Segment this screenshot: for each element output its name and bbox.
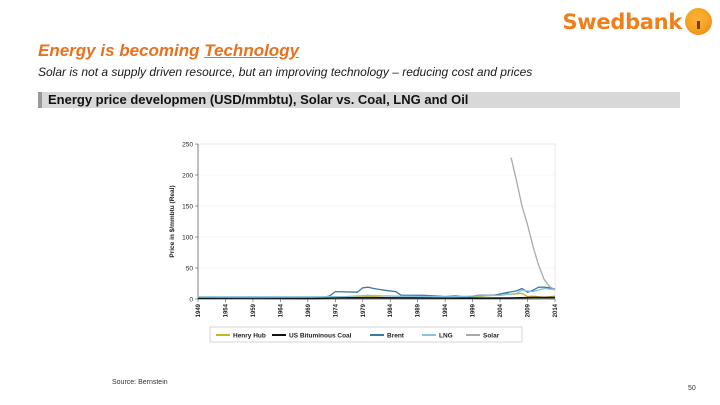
series-line-lng	[198, 287, 556, 298]
x-tick-label: 2009	[526, 303, 532, 317]
page-title: Energy is becoming Technology	[38, 41, 299, 61]
y-tick-label: 200	[182, 173, 193, 180]
logo-text: Swedbank	[562, 9, 682, 34]
x-tick-label: 1989	[416, 303, 422, 317]
legend-label-henry-hub: Henry Hub	[233, 333, 266, 340]
swedbank-logo: Swedbank	[562, 8, 712, 35]
y-tick-label: 250	[182, 142, 193, 149]
x-tick-label: 2004	[498, 303, 504, 317]
y-tick-label: 100	[182, 235, 193, 242]
legend-label-lng: LNG	[439, 333, 453, 340]
x-tick-label: 2014	[553, 303, 559, 317]
x-tick-label: 1949	[196, 303, 202, 317]
x-tick-label: 1979	[361, 303, 367, 317]
y-tick-label: 0	[189, 297, 193, 304]
x-tick-label: 1994	[443, 303, 449, 317]
legend-label-solar: Solar	[483, 333, 500, 340]
series-line-solar	[510, 157, 556, 291]
x-tick-label: 1959	[251, 303, 257, 317]
oak-tree-logo-icon	[685, 8, 712, 35]
title-highlight: Technology	[204, 41, 300, 60]
y-tick-label: 50	[186, 266, 194, 273]
x-tick-label: 1984	[388, 303, 394, 317]
x-tick-label: 1999	[471, 303, 477, 317]
x-tick-label: 1969	[306, 303, 312, 317]
chart-svg: 0 50 100 150 200 250 1949 1954 1959 1964 1969 1974 1…	[169, 142, 559, 343]
y-tick-label: 150	[182, 204, 193, 211]
title-prefix: Energy is becoming	[38, 41, 205, 60]
page-subtitle: Solar is not a supply driven resource, b…	[38, 65, 533, 79]
section-header-bar: Energy price developmen (USD/mmbtu), Sol…	[38, 92, 680, 108]
plot-area	[197, 143, 556, 300]
legend-label-brent: Brent	[387, 333, 405, 340]
energy-price-chart: 0 50 100 150 200 250 1949 1954 1959 1964 1969 1974 1…	[160, 136, 570, 353]
source-note: Source: Bernstein	[112, 379, 168, 386]
x-tick-label: 1954	[223, 303, 229, 317]
series-line-us-bituminous-coal	[197, 296, 555, 300]
page-number: 50	[688, 385, 696, 392]
legend-box	[209, 326, 523, 343]
legend-label-us-bituminous-coal: US Bituminous Coal	[289, 333, 352, 340]
x-tick-label: 1974	[333, 303, 339, 317]
y-axis-label: Price in $/mmbtu (Real)	[169, 185, 176, 257]
x-tick-label: 1964	[278, 303, 284, 317]
